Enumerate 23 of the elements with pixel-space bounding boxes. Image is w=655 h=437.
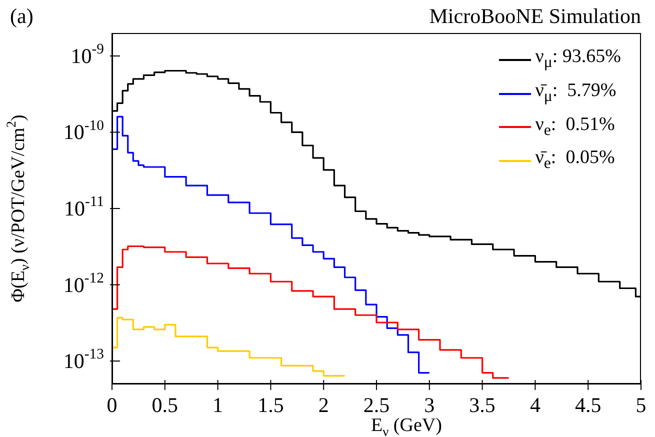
legend-label: ν$_{e}$: 0.51% (535, 112, 615, 140)
legend-label: ν$_{μ}$: 93.65% (535, 45, 621, 73)
x-tick-label: 1 (212, 393, 224, 417)
y-tick-label: 10$^{-9}$ (70, 42, 104, 68)
text: (a) (10, 4, 34, 29)
legend-label: ν̄$_{e}$: 0.05% (535, 146, 615, 174)
x-tick-label: 0.5 (152, 393, 178, 417)
x-tick-label: 2 (318, 393, 329, 417)
legend-label: ν̄$_{μ}$: 5.79% (535, 78, 616, 107)
x-tick-label: 3.5 (469, 393, 496, 417)
x-tick-label: 1.5 (258, 393, 284, 417)
x-tick-label: 3 (424, 393, 435, 417)
y-tick-label: 10$^{-11}$ (64, 194, 104, 220)
x-tick-label: 4.5 (574, 393, 602, 417)
y-tick-label: 10$^{-12}$ (63, 270, 104, 297)
x-tick-label: 2.5 (363, 393, 390, 417)
x-tick-label: 0 (106, 393, 118, 417)
x-axis-title: E$_{ν}$ (GeV) (371, 415, 442, 437)
x-tick-label: 4 (530, 393, 541, 417)
y-tick-label: 10$^{-10}$ (63, 118, 104, 144)
chart-title: MicroBooNE Simulation (429, 4, 641, 29)
y-tick-label: 10$^{-13}$ (63, 346, 104, 374)
x-tick-label: 5 (636, 393, 646, 417)
